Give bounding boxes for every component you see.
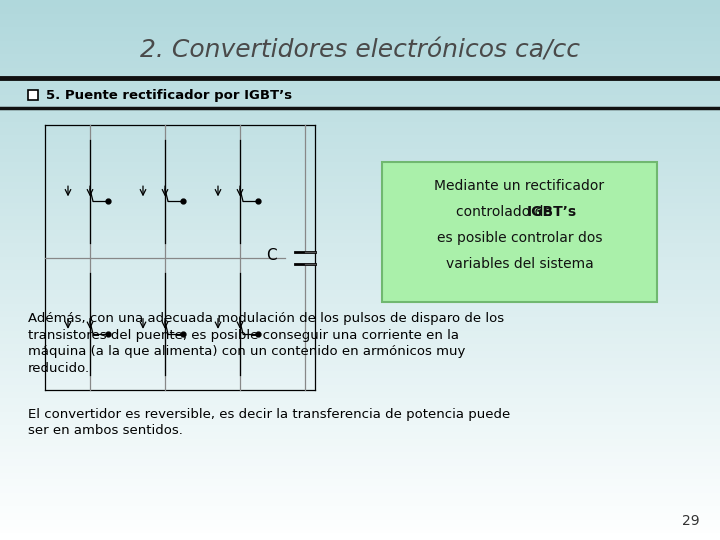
Bar <box>0 472 720 480</box>
Bar <box>0 128 720 135</box>
Bar <box>0 176 720 183</box>
Bar <box>0 459 720 465</box>
Text: 2. Convertidores electrónicos ca/cc: 2. Convertidores electrónicos ca/cc <box>140 38 580 62</box>
Bar <box>0 202 720 209</box>
Bar <box>0 135 720 141</box>
Bar <box>0 33 720 40</box>
Bar <box>0 291 720 297</box>
Bar <box>0 330 720 338</box>
Bar <box>0 492 720 500</box>
Bar <box>0 357 720 364</box>
Bar <box>0 534 720 540</box>
Bar <box>0 405 720 411</box>
Bar <box>0 263 720 270</box>
Text: variables del sistema: variables del sistema <box>446 257 593 271</box>
Bar <box>0 237 720 243</box>
Bar <box>0 303 720 310</box>
Bar <box>0 364 720 372</box>
Bar <box>0 78 720 110</box>
Bar <box>0 526 720 534</box>
Bar <box>0 195 720 202</box>
Bar <box>0 249 720 256</box>
Bar <box>0 317 720 324</box>
Bar <box>0 122 720 128</box>
Bar <box>0 372 720 378</box>
Bar <box>0 115 720 122</box>
Bar <box>0 40 720 47</box>
Text: IGBT’s: IGBT’s <box>526 205 577 219</box>
Bar <box>0 297 720 303</box>
Bar <box>0 446 720 453</box>
Bar <box>0 60 720 68</box>
Bar <box>0 156 720 162</box>
Bar <box>0 345 720 351</box>
Bar <box>0 230 720 237</box>
Bar <box>0 324 720 330</box>
Bar <box>0 426 720 432</box>
Bar <box>0 513 720 519</box>
Bar <box>0 87 720 94</box>
Bar <box>0 519 720 526</box>
Bar <box>0 500 720 507</box>
Bar <box>0 432 720 438</box>
Bar <box>0 81 720 87</box>
Text: 5. Puente rectificador por IGBT’s: 5. Puente rectificador por IGBT’s <box>46 89 292 102</box>
Text: C: C <box>266 248 277 263</box>
Text: El convertidor es reversible, es decir la transferencia de potencia puede
ser en: El convertidor es reversible, es decir l… <box>28 408 510 437</box>
Bar <box>0 384 720 391</box>
Bar <box>0 6 720 14</box>
Bar <box>0 486 720 492</box>
Bar <box>0 74 720 81</box>
Bar <box>0 162 720 168</box>
Text: 29: 29 <box>683 514 700 528</box>
Bar <box>0 399 720 405</box>
Bar <box>0 411 720 418</box>
Bar <box>0 338 720 345</box>
Bar <box>0 0 720 6</box>
Bar <box>0 222 720 230</box>
Bar <box>0 256 720 263</box>
Bar <box>0 108 720 115</box>
Text: Mediante un rectificador: Mediante un rectificador <box>434 179 605 193</box>
Bar <box>0 276 720 284</box>
Bar <box>0 438 720 445</box>
Bar <box>0 284 720 291</box>
Bar <box>0 351 720 357</box>
Bar <box>0 27 720 33</box>
Bar <box>0 102 720 108</box>
Bar <box>0 310 720 317</box>
Bar <box>0 243 720 249</box>
Bar <box>0 418 720 426</box>
Bar <box>0 480 720 486</box>
Bar <box>0 54 720 60</box>
Bar <box>0 453 720 459</box>
Bar <box>0 141 720 149</box>
Text: Adémás, con una adecuada modulación de los pulsos de disparo de los
transistores: Adémás, con una adecuada modulación de l… <box>28 312 504 375</box>
Bar <box>0 216 720 222</box>
Bar <box>0 378 720 384</box>
Bar <box>0 68 720 74</box>
Bar <box>0 209 720 216</box>
Bar <box>0 14 720 20</box>
Bar <box>28 90 38 100</box>
Bar <box>382 162 657 302</box>
Bar <box>0 183 720 189</box>
Bar <box>0 189 720 195</box>
Text: es posible controlar dos: es posible controlar dos <box>437 231 602 245</box>
Bar <box>0 507 720 513</box>
Bar <box>0 20 720 27</box>
Bar <box>0 47 720 54</box>
Bar <box>0 148 720 156</box>
Text: controlado de: controlado de <box>456 205 582 219</box>
Bar <box>0 168 720 176</box>
Bar <box>0 94 720 102</box>
Bar <box>0 270 720 276</box>
Bar <box>0 465 720 472</box>
Bar <box>0 392 720 399</box>
